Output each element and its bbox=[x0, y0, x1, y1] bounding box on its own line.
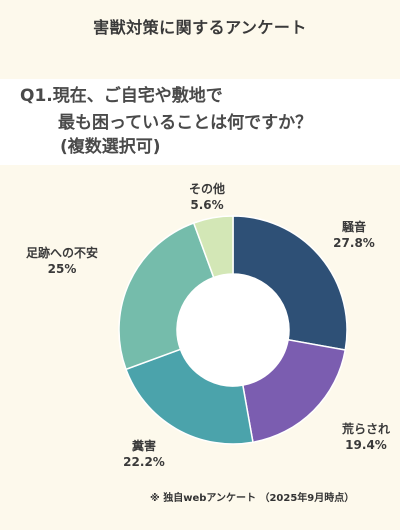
page-title: 害獣対策に関するアンケート bbox=[93, 18, 307, 37]
question-box bbox=[0, 79, 400, 165]
label-droppings: 糞害 22.2% bbox=[123, 438, 165, 470]
label-droppings-value: 22.2% bbox=[123, 455, 165, 469]
label-noise: 騒音 27.8% bbox=[333, 219, 375, 251]
question-line-1: Q1.現在、ご自宅や敷地で bbox=[20, 86, 223, 106]
label-noise-name: 騒音 bbox=[341, 220, 367, 234]
donut-chart bbox=[118, 215, 348, 445]
question-line-2: 最も困っていることは何ですか？ bbox=[58, 113, 313, 133]
label-other-name: その他 bbox=[188, 182, 226, 196]
label-footprints-name: 足跡への不安 bbox=[25, 246, 99, 260]
label-droppings-name: 糞害 bbox=[131, 439, 157, 453]
donut-hole bbox=[177, 274, 289, 386]
label-other: その他 5.6% bbox=[189, 181, 225, 213]
question-line-3: (複数選択可) bbox=[60, 137, 161, 157]
label-damage: 荒らされ 19.4% bbox=[342, 421, 390, 453]
label-footprints: 足跡への不安 25% bbox=[26, 245, 98, 277]
label-other-value: 5.6% bbox=[190, 198, 224, 212]
label-footprints-value: 25% bbox=[47, 262, 77, 276]
label-noise-value: 27.8% bbox=[333, 236, 375, 250]
footnote: ※ 独自webアンケート （2025年9月時点） bbox=[150, 493, 355, 504]
label-damage-name: 荒らされ bbox=[341, 422, 391, 436]
label-damage-value: 19.4% bbox=[345, 438, 387, 452]
